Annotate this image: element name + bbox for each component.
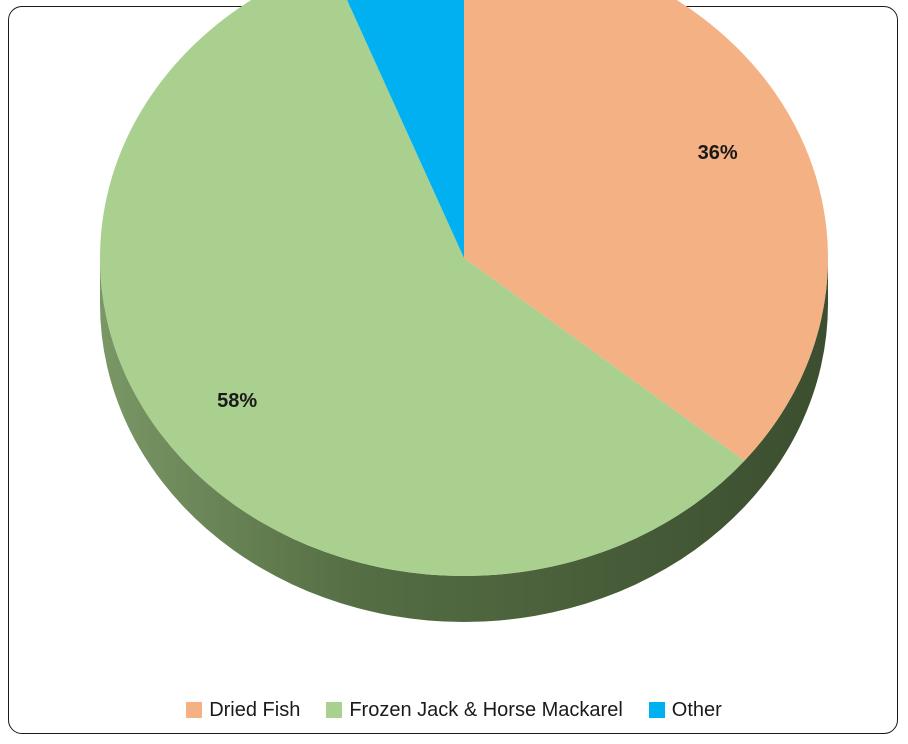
pie-slice-frozen-jack-horse-mackarel (100, 0, 745, 576)
legend-item-frozen-jack: Frozen Jack & Horse Mackarel (326, 698, 623, 722)
data-label-frozen-jack-horse-mackarel: 58% (217, 390, 257, 412)
legend-label-frozen-jack: Frozen Jack & Horse Mackarel (349, 698, 623, 721)
legend-swatch-frozen-jack (326, 702, 343, 718)
legend-item-other: Other (648, 698, 722, 722)
pie-slice-dried-fish (464, 0, 828, 461)
pie-slice-other (347, 0, 464, 258)
pie-top (100, 0, 828, 576)
legend-label-dried-fish: Dried Fish (209, 698, 301, 721)
legend-item-dried-fish: Dried Fish (186, 699, 300, 722)
legend-swatch-other (648, 702, 665, 718)
legend: Dried Fish Frozen Jack & Horse Mackarel … (0, 695, 908, 725)
data-label-dried-fish: 36% (698, 142, 738, 164)
legend-label-other: Other (671, 698, 722, 721)
pie-labels: 36%58%6% (217, 142, 738, 412)
legend-swatch-dried-fish (186, 702, 203, 718)
